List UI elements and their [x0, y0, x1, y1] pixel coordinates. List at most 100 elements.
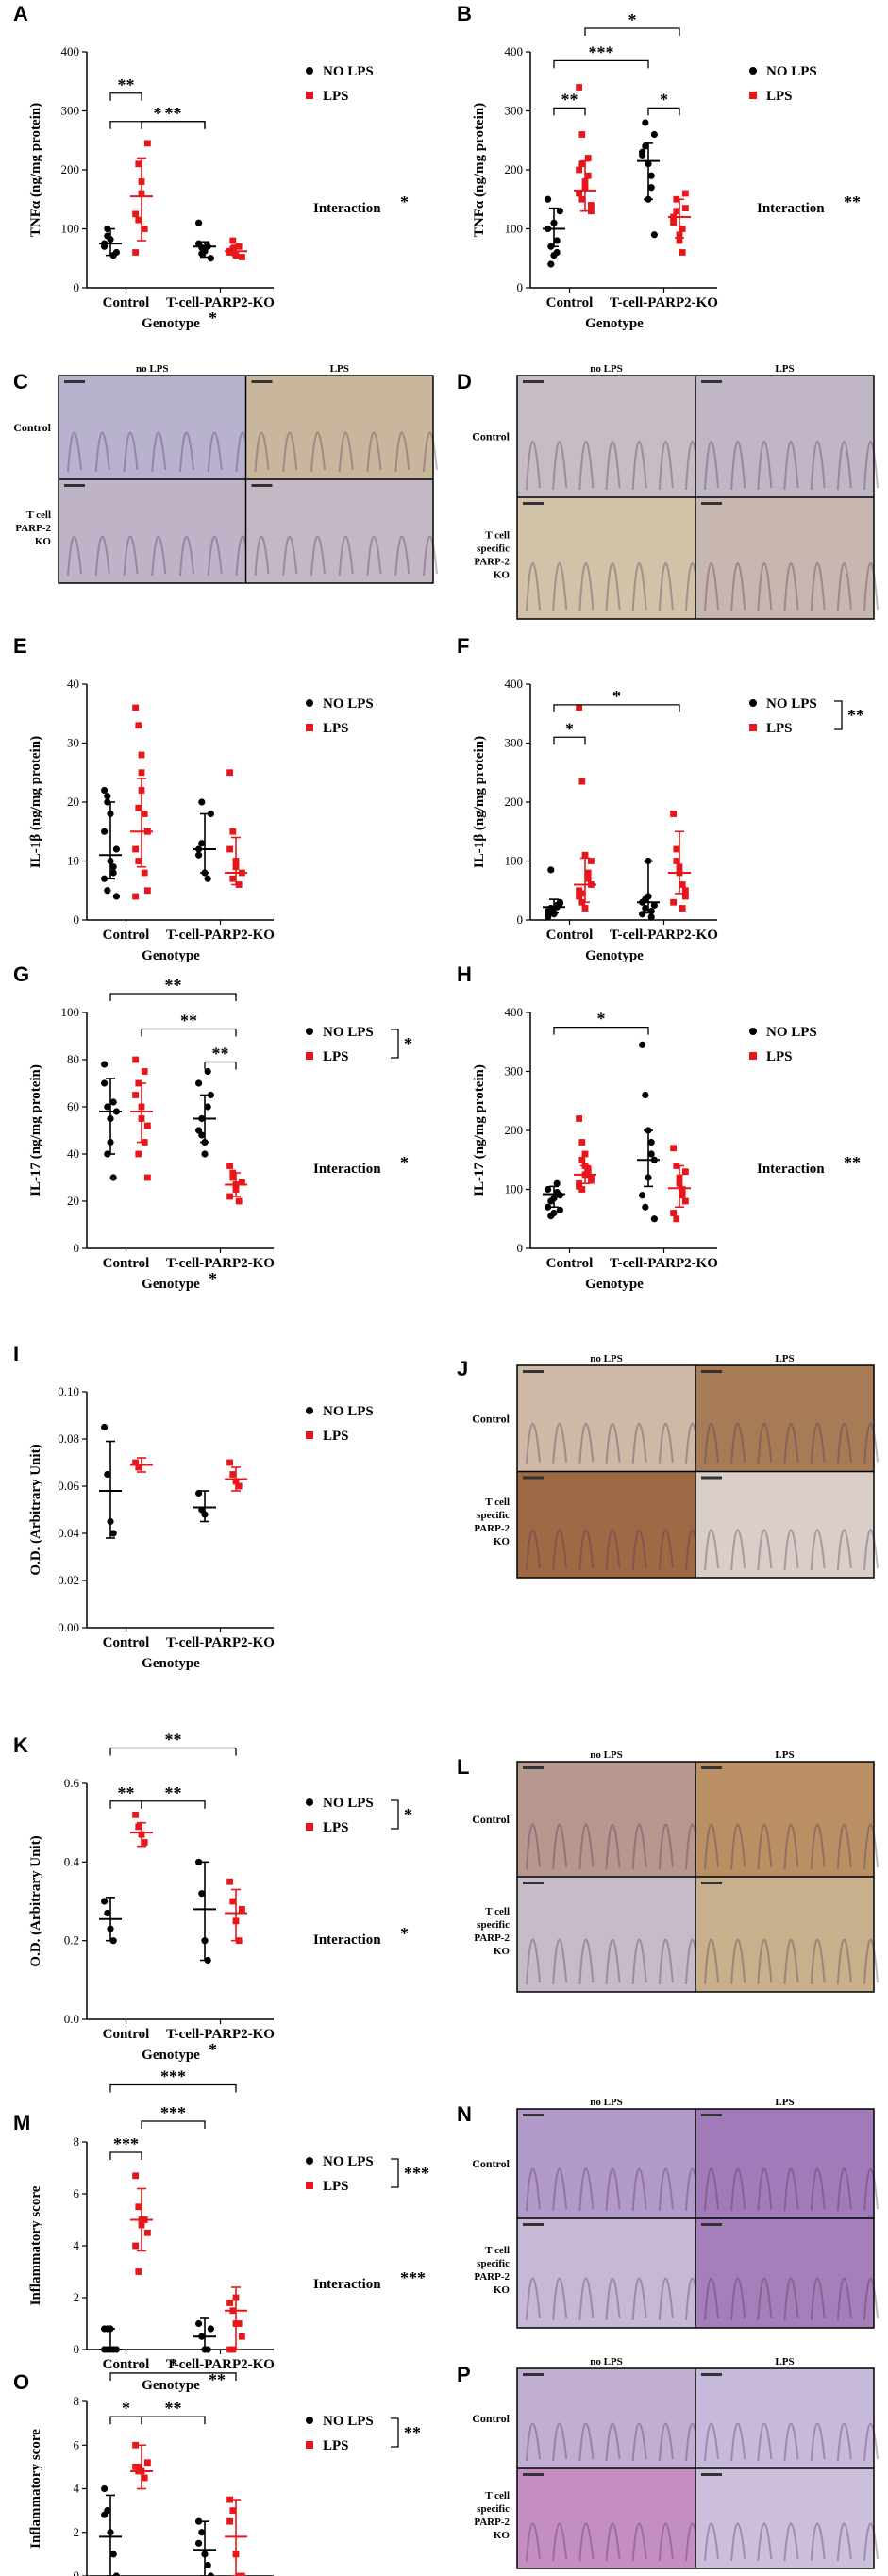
tissue-texture: [631, 441, 647, 491]
scale-bar: [701, 2114, 722, 2116]
tissue-texture: [863, 2522, 879, 2562]
panel-letter-i: I: [13, 1342, 19, 1365]
y-axis-title: Inflammatory score: [28, 2429, 43, 2549]
data-point-lps: [226, 1163, 233, 1169]
interaction-significance: *: [400, 192, 409, 211]
data-point-lps: [588, 1177, 595, 1184]
tissue-texture: [552, 1529, 568, 1571]
chart-panel-a: 0 100 200 300 400 Control T-cell-PARP2-KO Genot…: [28, 44, 409, 331]
legend-marker-lps: [306, 1431, 313, 1439]
significance-bracket: [109, 1800, 142, 1809]
y-tick-label: 0: [517, 280, 524, 294]
tissue-texture: [757, 1529, 773, 1571]
x-tick-label: Control: [103, 1256, 150, 1271]
legend-bracket: [391, 2417, 399, 2448]
data-point-no-lps: [195, 851, 203, 859]
tissue-texture: [658, 1938, 674, 1985]
tissue-texture: [810, 2522, 826, 2562]
tissue-texture: [605, 2277, 621, 2321]
legend-marker-lps: [306, 1823, 313, 1831]
tissue-texture: [151, 535, 167, 577]
row-label-knockout: T cell: [485, 2245, 510, 2256]
tissue-texture: [730, 2167, 746, 2212]
y-tick-label: 100: [61, 222, 80, 236]
chart-panel-g: 0 20 40 60 80 100 Control T-cell-PARP2-KO Genoty…: [28, 976, 412, 1292]
legend-marker-lps: [749, 92, 757, 99]
tissue-texture: [552, 2277, 568, 2321]
tissue-texture: [704, 2522, 719, 2562]
data-point-lps: [135, 722, 142, 729]
row-label-knockout: KO: [494, 570, 511, 581]
tissue-texture: [605, 441, 621, 491]
micrograph-image: [695, 2218, 874, 2328]
scale-bar: [64, 484, 85, 487]
significance-bracket: [141, 2416, 206, 2425]
data-point-no-lps: [112, 248, 120, 257]
x-axis-title: Genotype: [142, 1656, 200, 1671]
row-label-knockout: specific: [477, 2258, 510, 2269]
data-point-lps: [682, 205, 689, 212]
micrograph-image: [59, 479, 246, 583]
significance-bracket: [109, 2416, 142, 2425]
data-point-no-lps: [556, 899, 563, 908]
data-point-lps: [239, 1179, 245, 1186]
micrograph-image: [695, 2468, 874, 2568]
data-point-no-lps: [642, 1091, 649, 1099]
tissue-texture: [310, 431, 326, 473]
data-point-no-lps: [207, 1091, 214, 1099]
tissue-texture: [631, 2277, 647, 2321]
legend-marker-no-lps: [306, 2157, 313, 2165]
y-tick-label: 40: [67, 1146, 79, 1161]
x-tick-label: Control: [103, 2027, 150, 2042]
data-point-no-lps: [547, 260, 555, 268]
significance-label: ***: [160, 2103, 186, 2122]
data-point-no-lps: [647, 913, 655, 921]
tissue-texture: [836, 441, 852, 491]
data-point-no-lps: [195, 1858, 203, 1865]
legend-marker-no-lps: [749, 67, 757, 75]
data-point-lps: [578, 890, 586, 897]
tissue-texture: [123, 535, 139, 577]
legend-significance: **: [847, 706, 864, 725]
legend-label-no-lps: NO LPS: [766, 64, 817, 79]
legend-label-no-lps: NO LPS: [323, 2154, 374, 2169]
tissue-texture: [836, 1938, 852, 1985]
tissue-texture: [836, 2422, 852, 2462]
y-tick-label: 300: [505, 104, 524, 118]
panel-letter-l: L: [457, 1755, 469, 1779]
legend-label-lps: LPS: [323, 2438, 349, 2453]
legend-significance: *: [404, 1805, 412, 1824]
data-point-lps: [229, 1898, 237, 1905]
data-point-no-lps: [195, 219, 203, 226]
data-point-no-lps: [101, 875, 109, 882]
y-tick-label: 10: [67, 854, 79, 868]
y-axis-title: O.D. (Arbitrary Unit): [28, 1444, 43, 1575]
tissue-texture: [836, 562, 852, 612]
y-tick-label: 6: [74, 2186, 80, 2200]
data-point-lps: [576, 1182, 582, 1190]
tissue-texture: [552, 2522, 568, 2562]
data-point-lps: [679, 881, 686, 888]
tissue-texture: [526, 1823, 541, 1870]
legend-label-lps: LPS: [323, 1820, 349, 1835]
row-label-knockout: T cell: [485, 1906, 510, 1917]
y-tick-label: 2: [74, 2290, 80, 2304]
data-point-no-lps: [207, 810, 214, 818]
genotype-significance: *: [209, 1269, 217, 1288]
y-tick-label: 0: [517, 912, 524, 927]
y-tick-label: 0.6: [64, 1776, 80, 1790]
tissue-texture: [526, 441, 541, 491]
data-point-no-lps: [207, 2325, 214, 2333]
data-point-lps: [144, 1174, 151, 1181]
scale-bar: [701, 1882, 722, 1884]
tissue-texture: [552, 2422, 568, 2462]
data-point-lps: [141, 1068, 148, 1075]
data-point-lps: [578, 778, 586, 785]
tissue-texture: [810, 1938, 826, 1985]
tissue-texture: [810, 2167, 826, 2212]
data-point-no-lps: [204, 2561, 211, 2569]
chart-panel-o: 0 2 4 6 8 Control T-cell-PARP2-KO Genotype * Infl…: [28, 2355, 421, 2576]
tissue-texture: [757, 2167, 773, 2212]
data-point-lps: [682, 190, 689, 197]
tissue-texture: [757, 441, 773, 491]
